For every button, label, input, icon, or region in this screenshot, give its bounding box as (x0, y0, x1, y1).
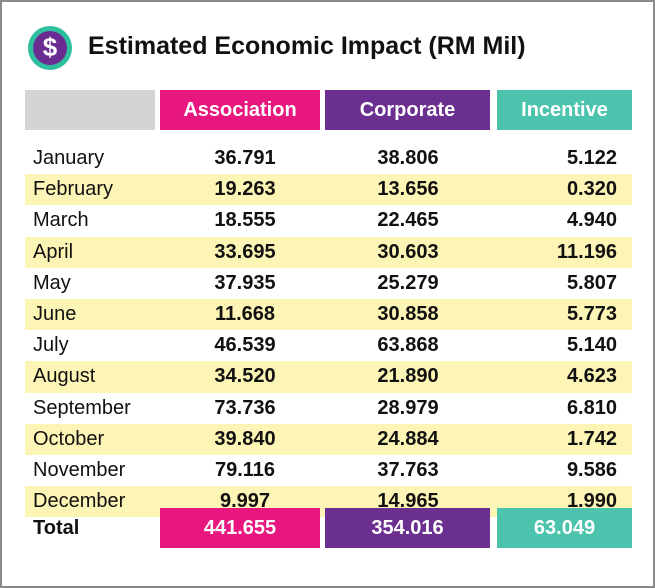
value-cell: 9.997 (219, 490, 271, 513)
value-cell: 1.742 (566, 427, 617, 450)
row-stripe (25, 236, 632, 268)
value-cell: 1.990 (566, 490, 617, 513)
value-cell: 5.807 (566, 271, 617, 294)
value-cell: 13.656 (377, 178, 439, 201)
value-cell: 6.810 (566, 396, 617, 419)
dollar-icon: $ (28, 26, 72, 70)
value-cell: 37.935 (214, 271, 276, 294)
row-stripe (25, 174, 632, 206)
value-cell: 30.603 (377, 240, 439, 263)
value-cell: 38.806 (377, 147, 439, 169)
value-cell: 5.122 (566, 147, 617, 169)
total-cell: 63.049 (497, 508, 632, 548)
value-cell: 21.890 (377, 365, 439, 388)
value-cell: 36.791 (214, 147, 276, 169)
value-cell: 11.668 (214, 303, 276, 325)
month-label: July (33, 334, 69, 357)
total-cell: 354.016 (325, 508, 490, 548)
value-cell: 14.965 (377, 490, 439, 513)
value-cell: 5.773 (566, 303, 617, 325)
value-cell: 39.840 (214, 427, 276, 450)
row-stripe (25, 299, 632, 331)
value-cell: 73.736 (214, 396, 276, 419)
month-label: February (33, 178, 114, 201)
value-cell: 0.320 (566, 178, 617, 201)
value-cell: 11.196 (556, 240, 617, 263)
value-cell: 24.884 (377, 427, 439, 450)
month-label: October (33, 427, 105, 450)
row-stripe (25, 423, 632, 455)
month-label: December (33, 490, 126, 513)
month-label: March (33, 209, 89, 232)
value-cell: 5.140 (566, 334, 617, 357)
value-cell: 34.520 (214, 365, 276, 388)
column-header: Corporate (325, 90, 490, 130)
total-label: Total (33, 517, 80, 539)
month-label: August (33, 365, 96, 388)
total-cell: 441.655 (160, 508, 320, 548)
value-cell: 30.858 (377, 303, 439, 325)
value-cell: 79.116 (214, 459, 276, 481)
column-header: Association (160, 90, 320, 130)
row-stripe (25, 361, 632, 393)
month-label: November (33, 459, 126, 481)
value-cell: 4.623 (566, 365, 617, 388)
value-cell: 22.465 (377, 209, 439, 232)
value-cell: 33.695 (214, 240, 276, 263)
value-cell: 28.979 (377, 396, 439, 419)
value-cell: 25.279 (377, 271, 439, 294)
value-cell: 9.586 (566, 459, 617, 481)
value-cell: 4.940 (566, 209, 617, 232)
month-label: September (33, 396, 131, 419)
title: Estimated Economic Impact (RM Mil) (88, 32, 526, 60)
value-cell: 63.868 (377, 334, 439, 357)
icon-symbol: $ (43, 32, 58, 62)
value-cell: 46.539 (214, 334, 276, 357)
value-cell: 37.763 (377, 459, 439, 481)
month-label: January (33, 147, 105, 169)
blank-header (25, 90, 155, 130)
month-label: June (33, 303, 77, 325)
value-cell: 18.555 (214, 209, 276, 232)
month-label: April (33, 240, 74, 263)
value-cell: 19.263 (214, 178, 276, 201)
column-header: Incentive (497, 90, 632, 130)
month-label: May (33, 271, 71, 294)
